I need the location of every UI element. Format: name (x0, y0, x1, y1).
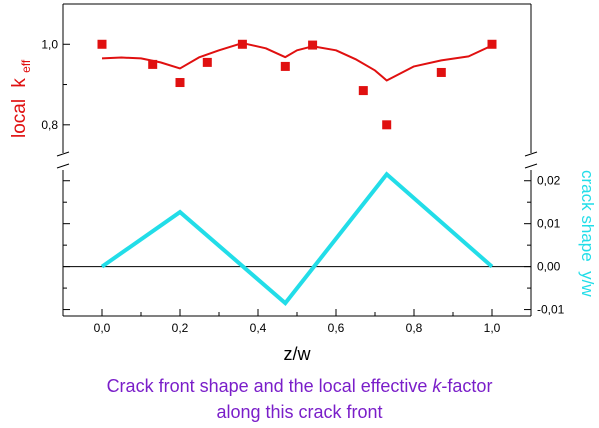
keff-data-point (202, 57, 212, 67)
caption-line-1: Crack front shape and the local effectiv… (0, 376, 599, 397)
axis-break-marks (56, 151, 538, 169)
lower-y-axis-title: crack shape y/w (578, 170, 597, 297)
lower-y-tick-label: 0,01 (537, 217, 561, 231)
keff-data-point (148, 59, 158, 69)
crack-shape-line (100, 171, 494, 307)
x-tick-label: 0,8 (406, 321, 423, 335)
caption-line-1-start: Crack front shape and the local effectiv… (106, 376, 433, 396)
keff-data-point (487, 39, 497, 49)
x-axis-title: z/w (284, 344, 312, 364)
crack-shape-series (100, 171, 494, 307)
upper-y-tick-label: 1,0 (41, 37, 58, 51)
upper-y-axis-title: local k eff (9, 59, 33, 138)
keff-data-point (308, 40, 318, 50)
x-tick-label: 0,4 (250, 321, 267, 335)
local-keff-series (97, 39, 497, 130)
upper-y-tick-label: 0,8 (41, 118, 58, 132)
x-tick-label: 0,0 (94, 321, 111, 335)
x-tick-label: 0,2 (172, 321, 189, 335)
keff-data-point (237, 39, 247, 49)
caption-line-2: along this crack front (216, 402, 383, 422)
lower-y-tick-label: -0,01 (537, 303, 565, 317)
upper-y-axis-subscript: eff (19, 59, 33, 73)
lower-y-tick-label: 0,02 (537, 174, 561, 188)
lower-y-tick-label: 0,00 (537, 260, 561, 274)
upper-y-axis-symbol: k (9, 78, 30, 88)
lower-y-ticks: -0,01 0,00 0,01 0,02 (63, 174, 565, 317)
x-tick-label: 0,6 (328, 321, 345, 335)
upper-y-ticks: 0,8 1,0 (41, 37, 70, 132)
keff-data-point (358, 86, 368, 96)
upper-y-axis-label: local (9, 99, 30, 138)
caption-k-symbol: k (432, 376, 442, 396)
keff-data-point (97, 39, 107, 49)
keff-fit-line (101, 42, 493, 82)
x-tick-label: 1,0 (484, 321, 501, 335)
keff-data-point (382, 120, 392, 130)
keff-data-point (175, 78, 185, 88)
caption-line-1-end: -factor (441, 376, 493, 396)
keff-data-point (280, 61, 290, 71)
x-axis-ticks: 0,0 0,2 0,4 0,6 0,8 1,0 (62, 309, 532, 335)
keff-data-point (436, 67, 446, 77)
